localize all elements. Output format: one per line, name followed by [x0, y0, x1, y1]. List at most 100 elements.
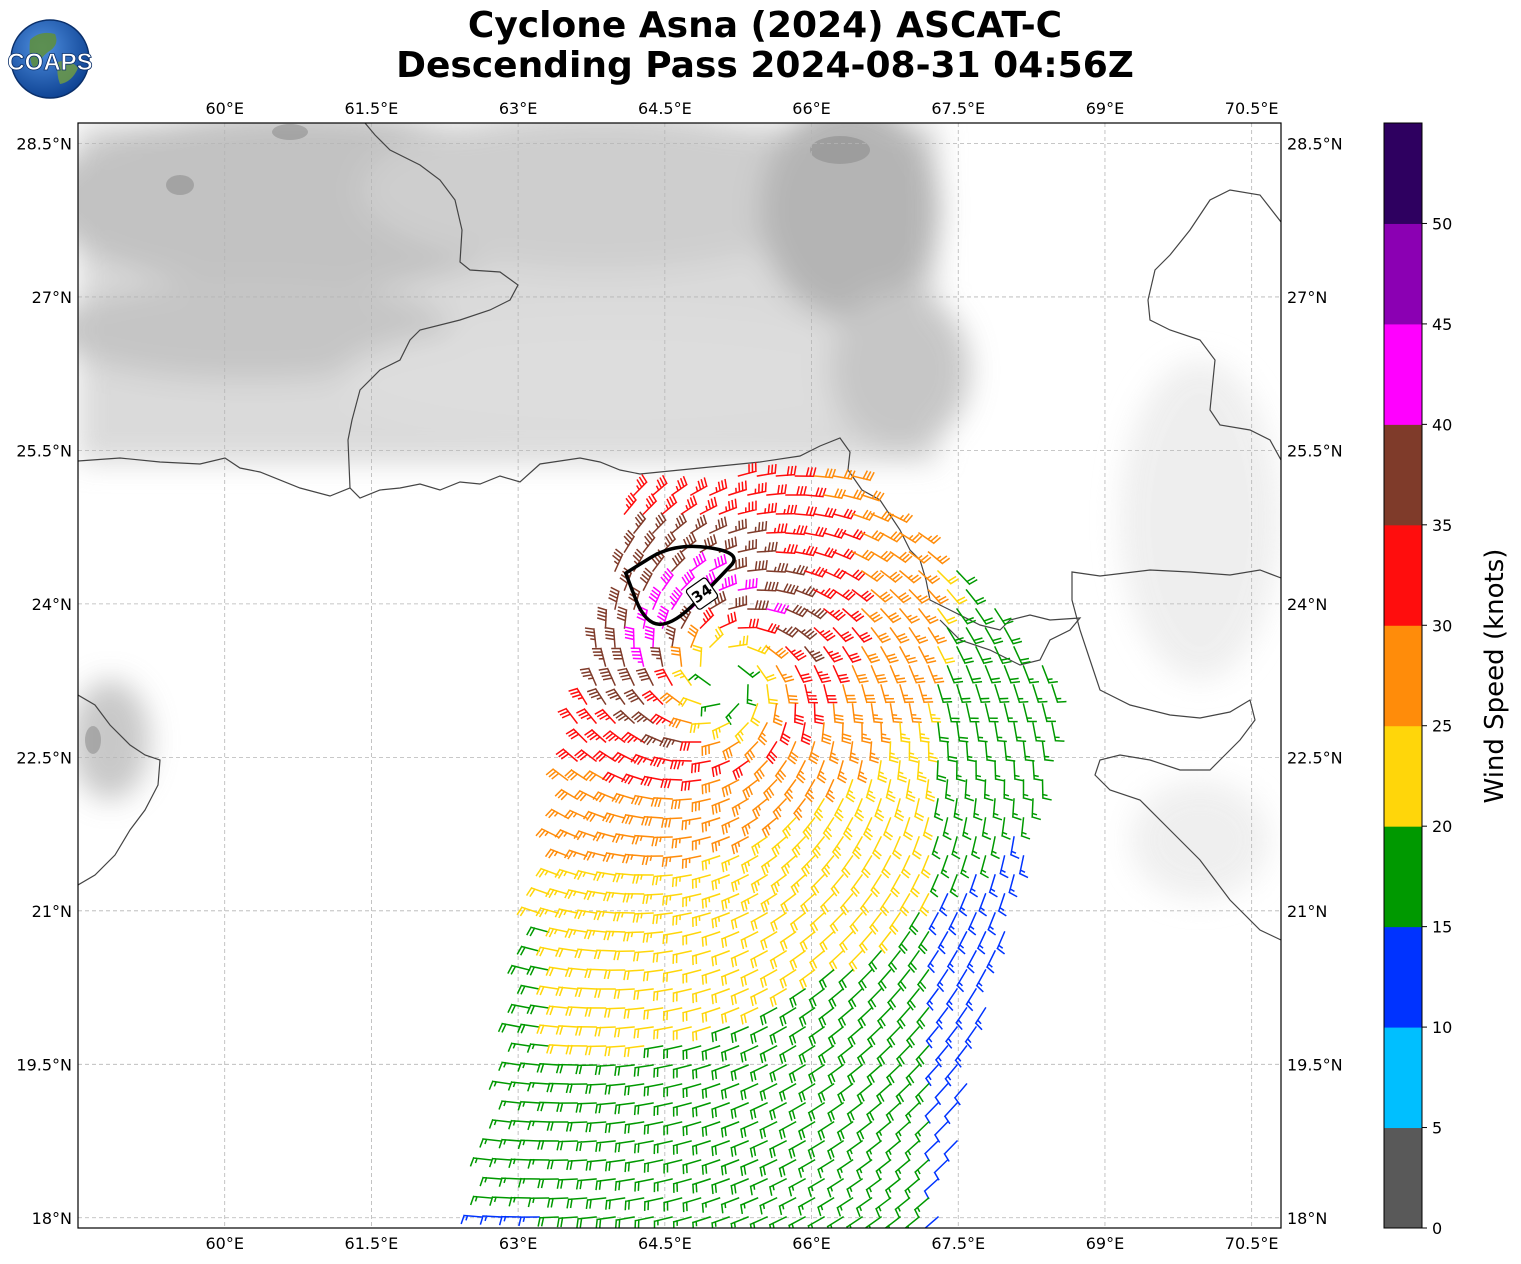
wind-barb — [663, 1045, 683, 1059]
wind-barb — [672, 1026, 692, 1041]
wind-barb — [728, 518, 748, 534]
wind-barb — [617, 667, 635, 686]
wind-barb — [823, 527, 847, 539]
wind-barb — [527, 1120, 550, 1131]
wind-barb — [859, 892, 873, 916]
wind-barb — [1022, 665, 1040, 684]
wind-barb — [808, 1025, 826, 1047]
wind-barb — [797, 1158, 816, 1178]
wind-barb — [708, 626, 724, 649]
wind-barb — [566, 1159, 588, 1171]
colorbar-tick-1: 5 — [1432, 1119, 1442, 1138]
wind-barb — [688, 673, 712, 687]
lon-tick-top-6: 69°E — [1086, 99, 1124, 118]
wind-barb — [592, 791, 616, 803]
wind-barb — [940, 855, 950, 879]
wind-barb — [768, 1101, 788, 1121]
wind-barb — [917, 930, 930, 955]
lat-tick-left-6: 19.5°N — [16, 1055, 72, 1074]
wind-barb — [813, 626, 836, 642]
wind-barb — [851, 835, 864, 860]
wind-barb — [885, 779, 896, 803]
wind-barb — [965, 665, 983, 684]
lat-tick-right-5: 21°N — [1287, 902, 1327, 921]
wind-barb — [749, 987, 769, 1007]
wind-barb — [861, 490, 885, 502]
wind-barb — [720, 1083, 740, 1100]
wind-barb — [899, 722, 911, 744]
wind-barb — [692, 644, 703, 667]
wind-barb — [889, 512, 914, 524]
wind-barb — [836, 1196, 854, 1217]
wind-barb — [536, 1062, 559, 1073]
wind-barb — [672, 1140, 692, 1155]
wind-barb — [1013, 684, 1029, 704]
wind-barb — [730, 1140, 749, 1157]
iran-pakistan-border — [347, 123, 519, 489]
wind-barb — [934, 1044, 949, 1068]
wind-barb — [751, 835, 769, 856]
wind-barb — [927, 741, 938, 763]
wind-barb — [711, 760, 730, 778]
wind-barb — [918, 722, 930, 743]
wind-barb — [593, 871, 616, 882]
wind-barb — [711, 912, 730, 929]
wind-barb — [662, 931, 683, 945]
wind-barb — [737, 539, 758, 553]
wind-barb — [612, 872, 635, 883]
contour-label-box — [685, 577, 719, 610]
lon-tick-top-2: 63°E — [499, 99, 537, 118]
wind-barb — [851, 626, 873, 643]
wind-barb — [788, 1101, 807, 1121]
wind-barb — [841, 607, 865, 622]
wind-barb — [759, 1006, 778, 1026]
wind-barb — [799, 930, 816, 952]
wind-barb — [847, 1025, 864, 1048]
wind-barb — [823, 488, 847, 500]
wind-barb — [573, 789, 598, 802]
wind-barb — [956, 968, 968, 993]
wind-barb — [916, 760, 927, 783]
wind-barb — [875, 1120, 892, 1142]
lon-tick-top-4: 66°E — [792, 99, 830, 118]
wind-barb — [779, 722, 791, 746]
wind-barb — [904, 1139, 921, 1162]
wind-barb — [823, 568, 847, 580]
wind-barb — [851, 665, 869, 684]
wind-barb — [652, 950, 673, 963]
wind-barb — [536, 985, 559, 996]
wind-barb — [804, 778, 816, 803]
wind-barb — [612, 548, 624, 572]
wind-barb — [583, 890, 607, 901]
wind-barb — [908, 741, 919, 763]
colorbar-tick-6: 30 — [1432, 616, 1452, 635]
wind-barb — [604, 1045, 626, 1057]
wind-barb — [970, 836, 981, 860]
wind-barb — [728, 556, 748, 572]
wind-barb — [663, 1197, 683, 1212]
wind-barb — [653, 1216, 673, 1228]
wind-barb — [849, 741, 860, 764]
wind-barb — [862, 817, 873, 841]
wind-barb — [728, 635, 749, 648]
wind-barb — [711, 1026, 730, 1043]
wind-barb — [670, 550, 686, 573]
wind-barb — [827, 1063, 845, 1085]
wind-barb — [603, 969, 626, 980]
wind-barb — [766, 523, 788, 534]
wind-barb — [612, 911, 635, 922]
wind-barb — [837, 1006, 854, 1029]
wind-barb — [870, 550, 894, 563]
wind-barb — [691, 1102, 711, 1118]
wind-barb — [644, 625, 655, 648]
wind-barb — [1051, 684, 1067, 704]
wind-barb — [899, 892, 911, 917]
wind-barb — [630, 753, 654, 766]
lon-tick-top-1: 61.5°E — [345, 99, 399, 118]
wind-barb — [975, 684, 991, 704]
wind-barb — [730, 873, 750, 892]
wind-barb — [885, 1139, 902, 1162]
wind-barb — [653, 1064, 673, 1078]
wind-barb — [794, 506, 818, 517]
lat-tick-right-1: 27°N — [1287, 288, 1327, 307]
